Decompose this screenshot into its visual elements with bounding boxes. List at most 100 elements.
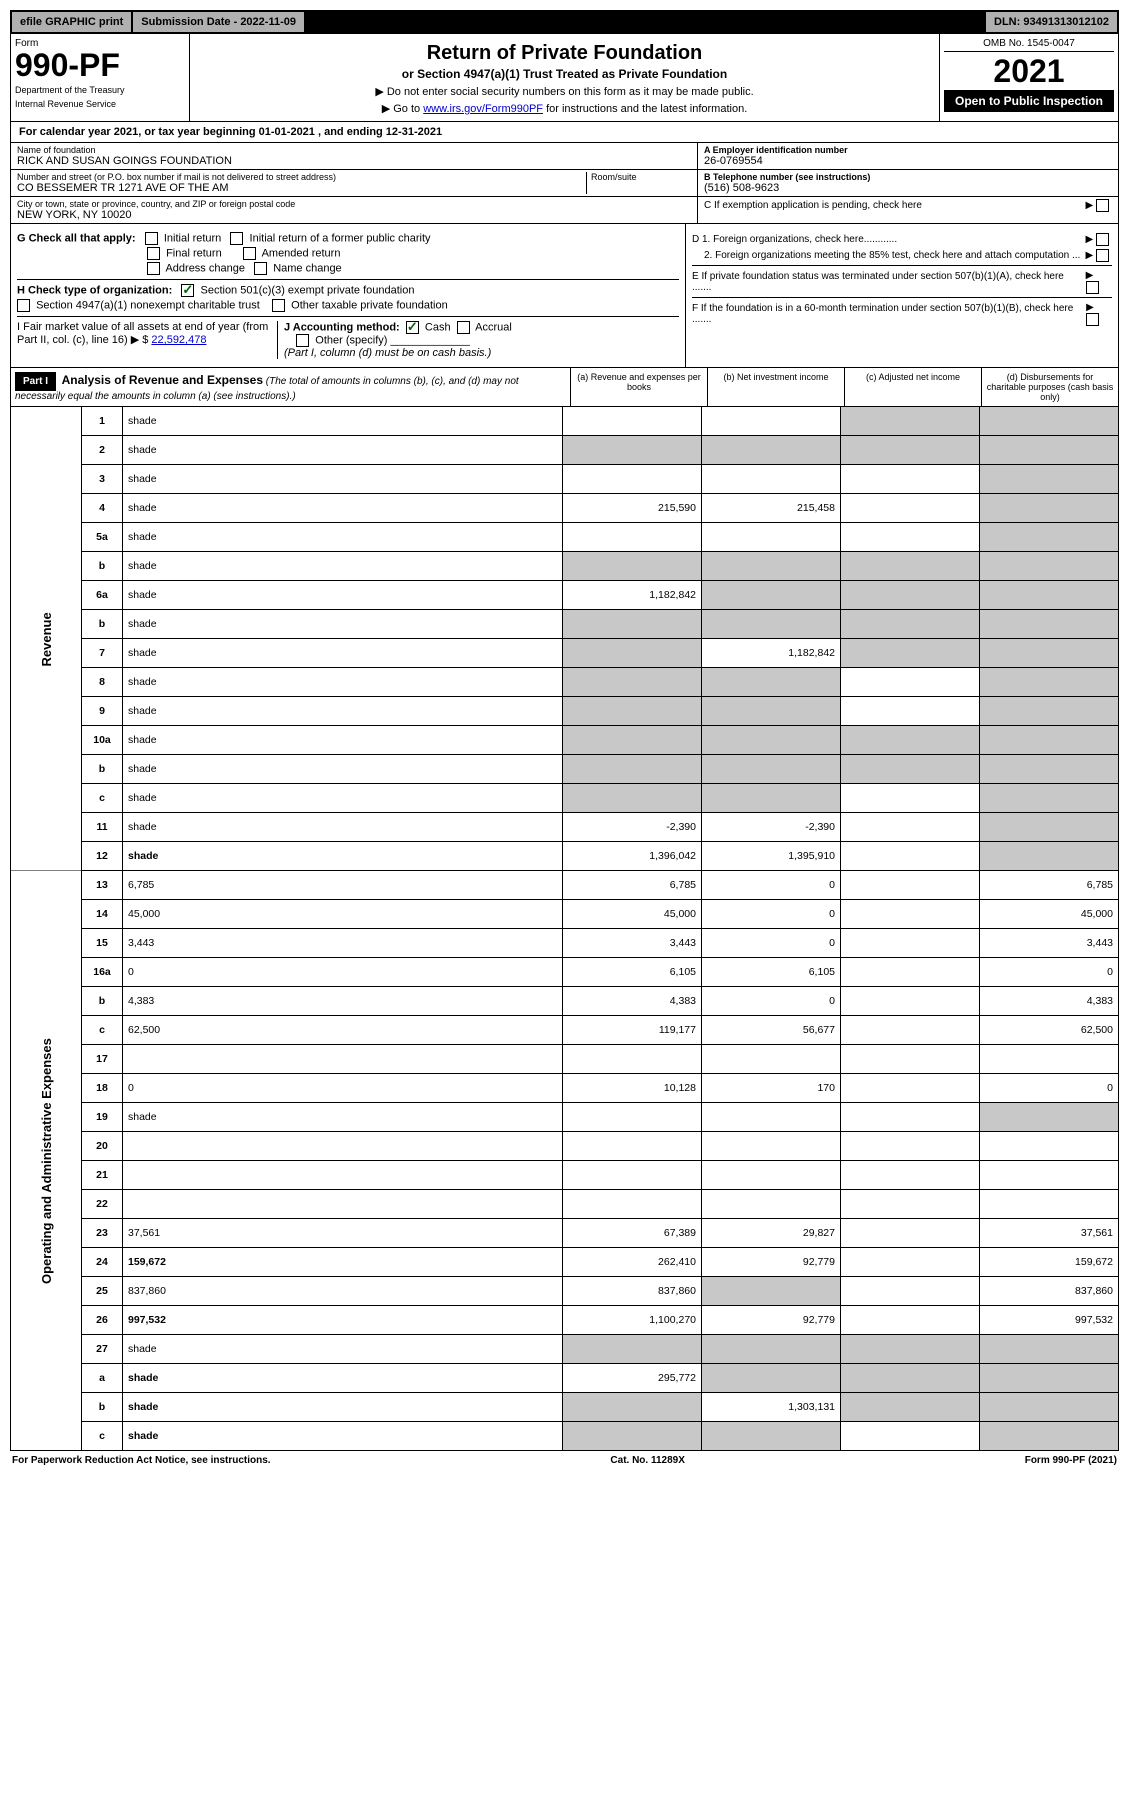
e-label: E If private foundation status was termi…	[692, 271, 1086, 293]
table-row: 24159,672262,41092,779159,672	[11, 1248, 1119, 1277]
table-row: 18010,1281700	[11, 1074, 1119, 1103]
line-number: 3	[82, 465, 123, 494]
line-number: a	[82, 1364, 123, 1393]
cb-name-change[interactable]	[254, 262, 267, 275]
table-row: bshade	[11, 610, 1119, 639]
open-public-badge: Open to Public Inspection	[944, 90, 1114, 112]
amount-cell-a	[563, 436, 702, 465]
line-description: shade	[123, 407, 563, 436]
cb-f[interactable]	[1086, 313, 1099, 326]
cb-4947[interactable]	[17, 299, 30, 312]
table-row: b4,3834,38304,383	[11, 987, 1119, 1016]
line-number: b	[82, 987, 123, 1016]
amount-cell-c	[841, 1219, 980, 1248]
cb-address-change[interactable]	[147, 262, 160, 275]
table-row: Operating and Administrative Expenses136…	[11, 871, 1119, 900]
h-row: H Check type of organization: Section 50…	[17, 279, 679, 297]
cb-501c3[interactable]	[181, 284, 194, 297]
cb-d1[interactable]	[1096, 233, 1109, 246]
amount-cell-c	[841, 668, 980, 697]
table-row: 6ashade1,182,842	[11, 581, 1119, 610]
form-subtitle: or Section 4947(a)(1) Trust Treated as P…	[196, 67, 933, 81]
exemption-checkbox[interactable]	[1096, 199, 1109, 212]
cb-d2[interactable]	[1096, 249, 1109, 262]
line-description: 45,000	[123, 900, 563, 929]
amount-cell-b: 29,827	[702, 1219, 841, 1248]
info-left: Name of foundation RICK AND SUSAN GOINGS…	[11, 143, 697, 223]
line-description: shade	[123, 465, 563, 494]
amount-cell-d: 37,561	[980, 1219, 1119, 1248]
amount-cell-a: 262,410	[563, 1248, 702, 1277]
amount-cell-a: 119,177	[563, 1016, 702, 1045]
cb-initial-public[interactable]	[230, 232, 243, 245]
amount-cell-a: 295,772	[563, 1364, 702, 1393]
g-opt-1: Initial return of a former public charit…	[250, 232, 431, 244]
amount-cell-a	[563, 668, 702, 697]
room-label: Room/suite	[591, 172, 691, 182]
g-opt-5: Name change	[273, 262, 342, 274]
amount-cell-c	[841, 639, 980, 668]
amount-cell-b: 215,458	[702, 494, 841, 523]
g-label: G Check all that apply:	[17, 232, 136, 244]
name-value: RICK AND SUSAN GOINGS FOUNDATION	[17, 155, 691, 167]
amount-cell-d: 0	[980, 958, 1119, 987]
cb-initial-return[interactable]	[145, 232, 158, 245]
amount-cell-b	[702, 465, 841, 494]
amount-cell-b: 0	[702, 871, 841, 900]
irs-link[interactable]: www.irs.gov/Form990PF	[423, 103, 543, 115]
i-value[interactable]: 22,592,478	[151, 334, 206, 346]
line-description	[123, 1132, 563, 1161]
line-number: c	[82, 1422, 123, 1451]
line-number: 10a	[82, 726, 123, 755]
amount-cell-a: -2,390	[563, 813, 702, 842]
line-description: 4,383	[123, 987, 563, 1016]
cb-amended[interactable]	[243, 247, 256, 260]
table-row: 11shade-2,390-2,390	[11, 813, 1119, 842]
amount-cell-a: 1,100,270	[563, 1306, 702, 1335]
amount-cell-a	[563, 784, 702, 813]
amount-cell-a	[563, 407, 702, 436]
table-row: cshade	[11, 784, 1119, 813]
cb-final-return[interactable]	[147, 247, 160, 260]
amount-cell-b: 56,677	[702, 1016, 841, 1045]
line-description: 3,443	[123, 929, 563, 958]
amount-cell-a	[563, 1161, 702, 1190]
calendar-year-line: For calendar year 2021, or tax year begi…	[10, 122, 1119, 143]
amount-cell-b	[702, 1364, 841, 1393]
table-row: 17	[11, 1045, 1119, 1074]
submission-date-label: Submission Date - 2022-11-09	[133, 12, 304, 32]
efile-label[interactable]: efile GRAPHIC print	[12, 12, 131, 32]
amount-cell-a: 3,443	[563, 929, 702, 958]
amount-cell-b: 6,105	[702, 958, 841, 987]
amount-cell-b: 92,779	[702, 1248, 841, 1277]
amount-cell-d	[980, 523, 1119, 552]
cb-accrual[interactable]	[457, 321, 470, 334]
amount-cell-c	[841, 581, 980, 610]
amount-cell-c	[841, 900, 980, 929]
ein-label: A Employer identification number	[704, 145, 1112, 155]
i-label: I Fair market value of all assets at end…	[17, 321, 268, 346]
g-opt-2: Final return	[166, 247, 222, 259]
amount-cell-a	[563, 1190, 702, 1219]
line-description: 997,532	[123, 1306, 563, 1335]
line-number: 6a	[82, 581, 123, 610]
table-row: 8shade	[11, 668, 1119, 697]
j-accrual: Accrual	[475, 321, 512, 333]
amount-cell-c	[841, 697, 980, 726]
amount-cell-b	[702, 1045, 841, 1074]
col-b-head: (b) Net investment income	[707, 368, 844, 406]
e-item: E If private foundation status was termi…	[692, 265, 1112, 294]
top-bar: efile GRAPHIC print Submission Date - 20…	[10, 10, 1119, 34]
cb-other-taxable[interactable]	[272, 299, 285, 312]
line-number: 22	[82, 1190, 123, 1219]
table-row: 20	[11, 1132, 1119, 1161]
amount-cell-b: 1,303,131	[702, 1393, 841, 1422]
cb-other-method[interactable]	[296, 334, 309, 347]
amount-cell-c	[841, 987, 980, 1016]
line-number: b	[82, 755, 123, 784]
cb-cash[interactable]	[406, 321, 419, 334]
amount-cell-d	[980, 697, 1119, 726]
d1-item: D 1. Foreign organizations, check here..…	[692, 233, 1112, 246]
cb-e[interactable]	[1086, 281, 1099, 294]
amount-cell-b	[702, 523, 841, 552]
